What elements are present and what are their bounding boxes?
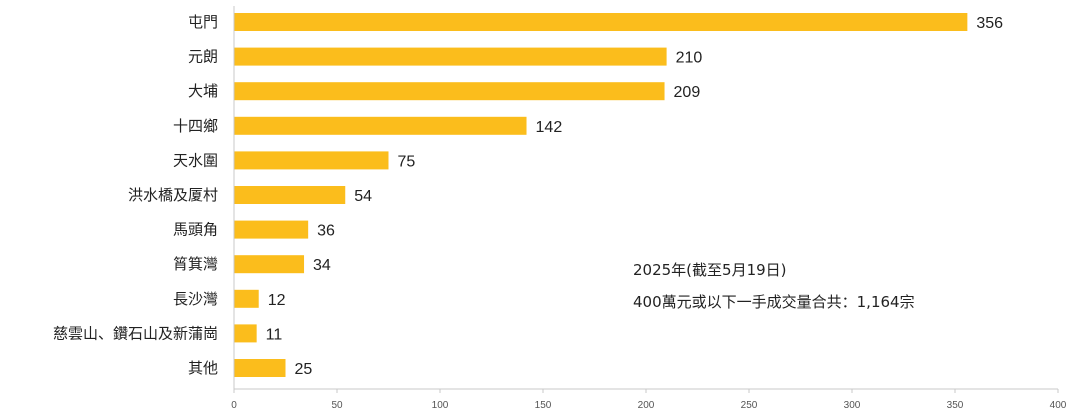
x-tick-label: 100 bbox=[432, 400, 449, 411]
value-label: 210 bbox=[676, 50, 703, 67]
bar bbox=[234, 220, 309, 239]
x-tick-label: 300 bbox=[844, 400, 861, 411]
value-label: 36 bbox=[317, 223, 335, 240]
bar bbox=[234, 82, 665, 101]
value-label: 54 bbox=[354, 188, 372, 205]
x-tick-label: 400 bbox=[1050, 400, 1067, 411]
bar bbox=[234, 289, 259, 308]
bar bbox=[234, 359, 286, 377]
bar bbox=[234, 116, 527, 135]
value-label: 12 bbox=[268, 292, 286, 309]
annotation-total: 400萬元或以下一手成交量合共：1,164宗 bbox=[633, 293, 915, 311]
bar bbox=[234, 47, 667, 66]
value-label: 34 bbox=[313, 257, 331, 274]
category-label: 長沙灣 bbox=[173, 290, 218, 308]
x-tick-label: 50 bbox=[331, 400, 343, 411]
bar bbox=[234, 151, 389, 170]
value-label: 75 bbox=[398, 153, 416, 170]
category-label: 其他 bbox=[188, 359, 218, 377]
category-label: 天水圍 bbox=[173, 151, 218, 169]
annotation-date: 2025年(截至5月19日) bbox=[633, 261, 787, 279]
bar bbox=[234, 13, 968, 31]
category-label: 洪水橋及厦村 bbox=[128, 186, 218, 204]
x-tick-label: 200 bbox=[638, 400, 655, 411]
category-label: 筲箕灣 bbox=[173, 255, 218, 273]
category-label: 慈雲山、鑽石山及新蒲崗 bbox=[53, 324, 218, 342]
x-axis: 0 50 100 150 200 250 300 350 400 bbox=[231, 6, 1067, 411]
value-label: 142 bbox=[536, 119, 563, 136]
category-label: 元朗 bbox=[188, 48, 218, 66]
value-labels: 356 210 209 142 75 54 36 34 12 11 25 bbox=[266, 15, 1003, 378]
value-label: 356 bbox=[976, 15, 1003, 32]
category-label: 馬頭角 bbox=[173, 221, 218, 239]
category-label: 十四鄉 bbox=[173, 117, 218, 135]
x-tick-label: 150 bbox=[535, 400, 552, 411]
bar bbox=[234, 324, 257, 343]
x-tick-label: 0 bbox=[231, 400, 237, 411]
value-label: 11 bbox=[266, 326, 283, 343]
category-label: 屯門 bbox=[188, 13, 218, 31]
bar bbox=[234, 186, 346, 204]
category-label: 大埔 bbox=[188, 82, 218, 100]
x-tick-label: 350 bbox=[947, 400, 964, 411]
bar bbox=[234, 255, 305, 274]
bars-group bbox=[234, 13, 968, 377]
value-label: 25 bbox=[295, 361, 313, 378]
value-label: 209 bbox=[674, 84, 701, 101]
x-tick-label: 250 bbox=[741, 400, 758, 411]
